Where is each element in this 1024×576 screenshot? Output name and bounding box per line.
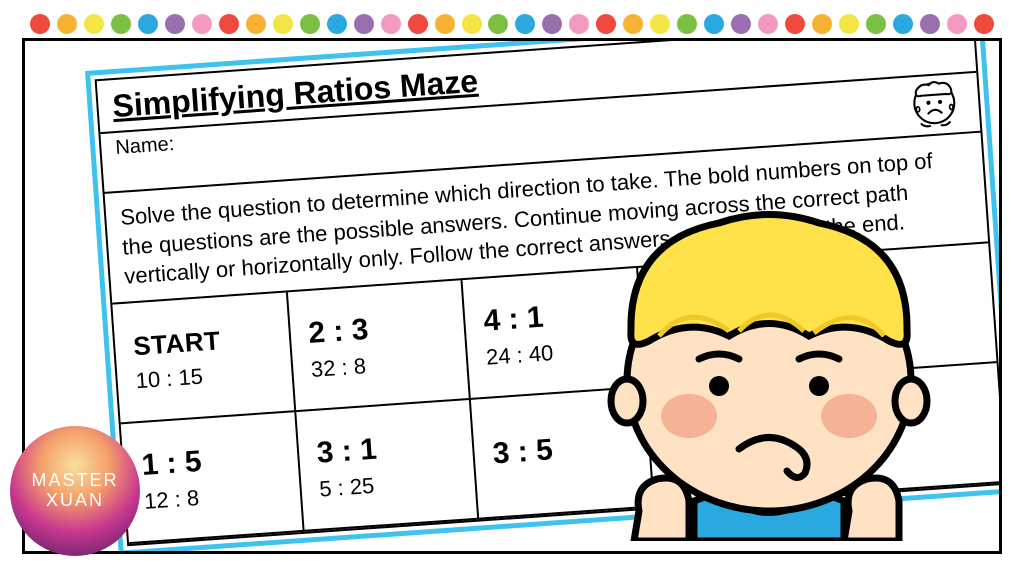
maze-cell: START10 : 15 bbox=[112, 292, 296, 424]
dot bbox=[623, 14, 643, 34]
dot bbox=[408, 14, 428, 34]
dot bbox=[246, 14, 266, 34]
dot bbox=[866, 14, 886, 34]
logo-line1: MASTER bbox=[31, 471, 118, 491]
dot bbox=[731, 14, 751, 34]
dot bbox=[839, 14, 859, 34]
master-xuan-logo: MASTER XUAN bbox=[10, 426, 140, 556]
dot bbox=[974, 14, 994, 34]
dot bbox=[219, 14, 239, 34]
cell-answer: START bbox=[132, 321, 271, 362]
cell-answer: 1 : 5 bbox=[141, 440, 281, 484]
cell-question: 32 : 8 bbox=[310, 347, 449, 383]
cell-answer: 2 : 3 bbox=[307, 308, 447, 352]
dot bbox=[596, 14, 616, 34]
dot bbox=[920, 14, 940, 34]
dot bbox=[300, 14, 320, 34]
maze-cell: 1 : 512 : 8 bbox=[121, 412, 305, 544]
dot bbox=[381, 14, 401, 34]
dot bbox=[273, 14, 293, 34]
dot bbox=[785, 14, 805, 34]
dot bbox=[30, 14, 50, 34]
cell-question: 5 : 25 bbox=[318, 467, 457, 503]
dot bbox=[354, 14, 374, 34]
dot bbox=[111, 14, 131, 34]
dot bbox=[704, 14, 724, 34]
dot bbox=[192, 14, 212, 34]
dot bbox=[893, 14, 913, 34]
dot bbox=[488, 14, 508, 34]
dot bbox=[57, 14, 77, 34]
cell-question: 12 : 8 bbox=[143, 479, 282, 515]
cartoon-boy-character bbox=[589, 201, 949, 541]
dot bbox=[542, 14, 562, 34]
cell-question: 10 : 15 bbox=[135, 358, 274, 394]
logo-line2: XUAN bbox=[46, 491, 104, 511]
dot bbox=[138, 14, 158, 34]
dot bbox=[650, 14, 670, 34]
dot bbox=[165, 14, 185, 34]
cell-answer: 3 : 1 bbox=[316, 427, 456, 471]
dot bbox=[435, 14, 455, 34]
name-label: Name: bbox=[115, 133, 175, 160]
dot bbox=[947, 14, 967, 34]
dot bbox=[515, 14, 535, 34]
maze-cell: 2 : 332 : 8 bbox=[288, 280, 472, 412]
dot bbox=[327, 14, 347, 34]
dot bbox=[758, 14, 778, 34]
dot bbox=[462, 14, 482, 34]
maze-cell: 3 : 15 : 25 bbox=[296, 400, 480, 532]
corner-sad-face-icon bbox=[903, 78, 966, 132]
decorative-dots bbox=[30, 14, 994, 34]
dot bbox=[569, 14, 589, 34]
dot bbox=[812, 14, 832, 34]
outer-frame: Simplifying Ratios Maze Name: bbox=[22, 38, 1002, 554]
dot bbox=[84, 14, 104, 34]
dot bbox=[677, 14, 697, 34]
